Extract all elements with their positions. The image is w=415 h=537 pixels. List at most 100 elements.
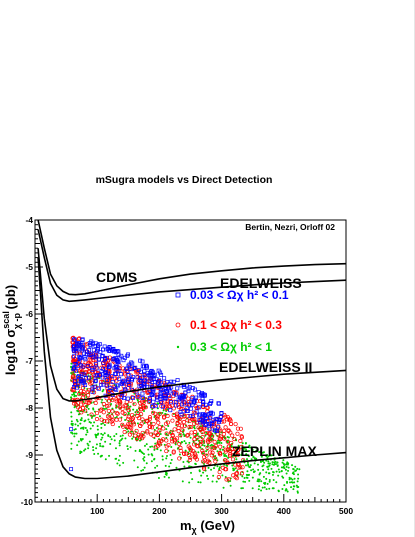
data-point — [150, 453, 153, 456]
data-point — [80, 417, 83, 420]
data-point — [109, 435, 112, 438]
data-point — [87, 348, 92, 353]
data-point — [239, 471, 245, 476]
data-point — [252, 468, 255, 471]
data-point — [296, 467, 299, 470]
data-point — [220, 442, 223, 445]
data-point — [102, 344, 107, 349]
data-point — [123, 355, 127, 360]
y-axis-label-sup: scal — [1, 311, 11, 329]
data-point — [188, 481, 191, 484]
data-point — [154, 442, 157, 445]
data-point — [253, 457, 256, 460]
data-point — [120, 422, 125, 427]
data-point — [76, 360, 81, 365]
data-point — [292, 488, 295, 491]
data-point — [87, 379, 92, 384]
data-point — [98, 415, 101, 418]
data-point — [147, 416, 152, 422]
data-point — [266, 465, 269, 468]
data-point — [246, 470, 249, 473]
data-point — [227, 456, 230, 459]
data-point — [106, 346, 110, 351]
data-point — [244, 446, 247, 449]
data-point — [77, 410, 80, 413]
data-point — [244, 441, 247, 444]
data-point — [131, 437, 134, 440]
data-point — [113, 376, 118, 381]
data-point — [97, 373, 102, 378]
data-point — [242, 449, 245, 452]
data-point — [285, 463, 288, 466]
data-point — [186, 452, 191, 458]
data-point — [234, 467, 237, 470]
data-point — [164, 431, 169, 436]
data-point — [92, 449, 95, 452]
data-point — [229, 484, 232, 487]
data-point — [199, 481, 202, 484]
data-point — [125, 396, 130, 401]
data-point — [94, 378, 98, 383]
data-point — [95, 447, 98, 450]
data-point — [208, 402, 212, 406]
data-point — [161, 414, 167, 419]
data-point — [209, 427, 214, 432]
data-point — [246, 461, 249, 464]
data-point — [91, 355, 96, 360]
data-point — [221, 432, 226, 437]
data-point — [81, 389, 86, 394]
curve-label-cdms: CDMS — [96, 269, 137, 285]
data-point — [155, 426, 158, 429]
data-point — [70, 442, 73, 445]
data-point — [118, 439, 121, 442]
data-point — [134, 370, 139, 375]
data-point — [260, 454, 263, 457]
data-point — [77, 440, 80, 443]
data-point — [154, 404, 159, 409]
data-point — [165, 379, 170, 384]
data-point — [115, 416, 118, 419]
data-point — [296, 486, 299, 489]
data-point — [105, 347, 110, 352]
data-point — [118, 442, 121, 445]
data-point — [216, 450, 219, 453]
data-point — [114, 387, 119, 392]
data-point — [266, 482, 269, 485]
data-point — [298, 468, 301, 471]
data-point — [155, 397, 160, 402]
data-point — [101, 433, 104, 436]
data-point — [92, 384, 97, 389]
data-point — [126, 382, 131, 387]
data-point — [143, 410, 146, 413]
data-point — [230, 433, 235, 438]
data-point — [88, 440, 91, 443]
data-point — [286, 481, 289, 484]
data-point — [147, 378, 152, 383]
data-point — [292, 471, 295, 474]
data-point — [265, 488, 268, 491]
data-point — [295, 484, 298, 487]
data-point — [178, 409, 183, 414]
data-point — [212, 428, 217, 433]
data-point — [128, 398, 133, 403]
data-point — [135, 410, 140, 415]
y-tick-label: -8 — [25, 403, 33, 413]
data-point — [286, 490, 289, 493]
data-point — [277, 468, 280, 471]
data-point — [192, 426, 195, 429]
data-point — [206, 444, 209, 447]
data-point — [233, 475, 238, 480]
data-point — [219, 411, 224, 415]
data-point — [177, 442, 182, 447]
data-point — [240, 454, 243, 457]
data-point — [80, 337, 85, 342]
data-point — [157, 425, 162, 430]
data-point — [72, 371, 75, 374]
data-point — [84, 419, 87, 422]
data-point — [70, 362, 73, 365]
data-point — [79, 450, 82, 453]
data-point — [215, 480, 218, 483]
data-point — [200, 397, 205, 401]
data-point — [107, 434, 110, 437]
